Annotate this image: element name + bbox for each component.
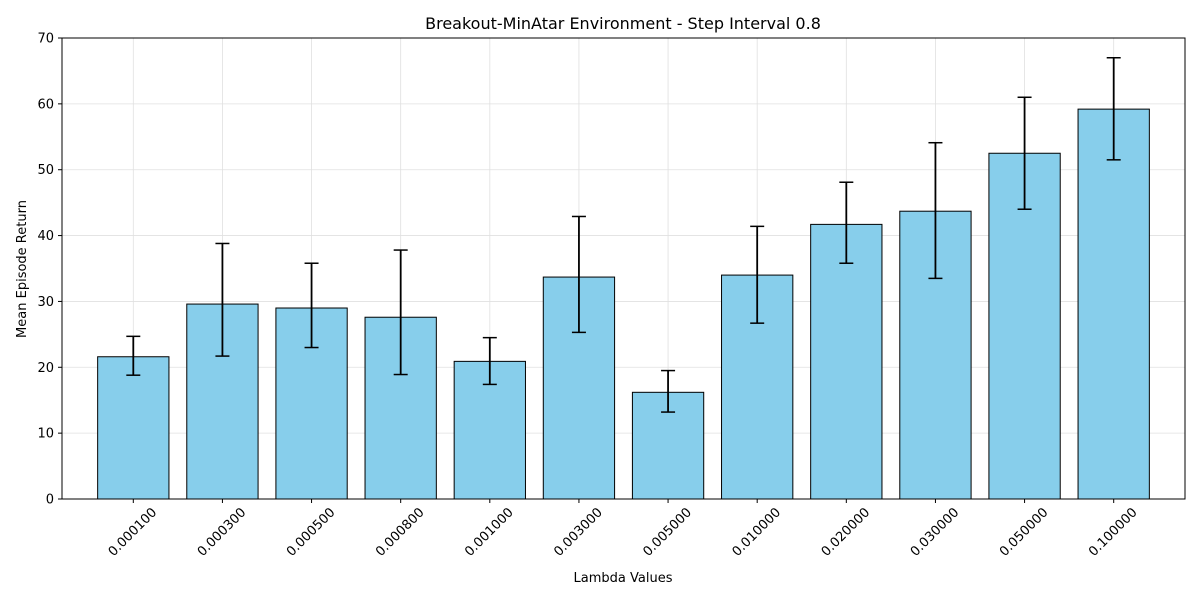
x-axis-title: Lambda Values bbox=[574, 571, 673, 586]
y-tick-label: 20 bbox=[37, 361, 54, 376]
x-axis-ticks: 0.000100 0.000300 0.000500 0.000800 0.001000… bbox=[106, 499, 1141, 560]
x-tick-label: 0.003000 bbox=[551, 505, 605, 559]
bar-0.050000 bbox=[988, 152, 1061, 500]
x-tick-label: 0.030000 bbox=[908, 505, 962, 559]
x-tick-label: 0.010000 bbox=[730, 505, 784, 559]
x-tick-label: 0.050000 bbox=[997, 505, 1051, 559]
y-axis-ticks: 0 10 20 30 40 50 60 70 bbox=[37, 32, 62, 508]
x-tick-label: 0.100000 bbox=[1086, 505, 1140, 559]
x-tick-label: 0.001000 bbox=[462, 505, 516, 559]
y-tick-label: 50 bbox=[37, 163, 54, 178]
y-tick-label: 70 bbox=[37, 32, 54, 47]
bars-layer bbox=[97, 108, 1150, 500]
bar-0.000100 bbox=[97, 356, 170, 500]
x-tick-label: 0.000300 bbox=[195, 505, 249, 559]
chart-title: Breakout-MinAtar Environment - Step Inte… bbox=[425, 14, 821, 33]
y-axis-title: Mean Episode Return bbox=[15, 200, 30, 338]
plot-area-frame bbox=[61, 37, 1186, 500]
x-tick-label: 0.000100 bbox=[106, 505, 160, 559]
error-bars-layer bbox=[126, 57, 1121, 413]
y-tick-label: 60 bbox=[37, 97, 54, 112]
y-tick-label: 40 bbox=[37, 229, 54, 244]
bar-0.020000 bbox=[810, 223, 883, 500]
y-tick-label: 30 bbox=[37, 295, 54, 310]
x-tick-label: 0.000800 bbox=[373, 505, 427, 559]
x-tick-label: 0.000500 bbox=[284, 505, 338, 559]
y-tick-label: 0 bbox=[46, 493, 54, 508]
y-tick-label: 10 bbox=[37, 427, 54, 442]
x-tick-label: 0.020000 bbox=[819, 505, 873, 559]
bar-0.001000 bbox=[453, 360, 526, 500]
bar-0.100000 bbox=[1077, 108, 1150, 500]
x-tick-label: 0.005000 bbox=[640, 505, 694, 559]
